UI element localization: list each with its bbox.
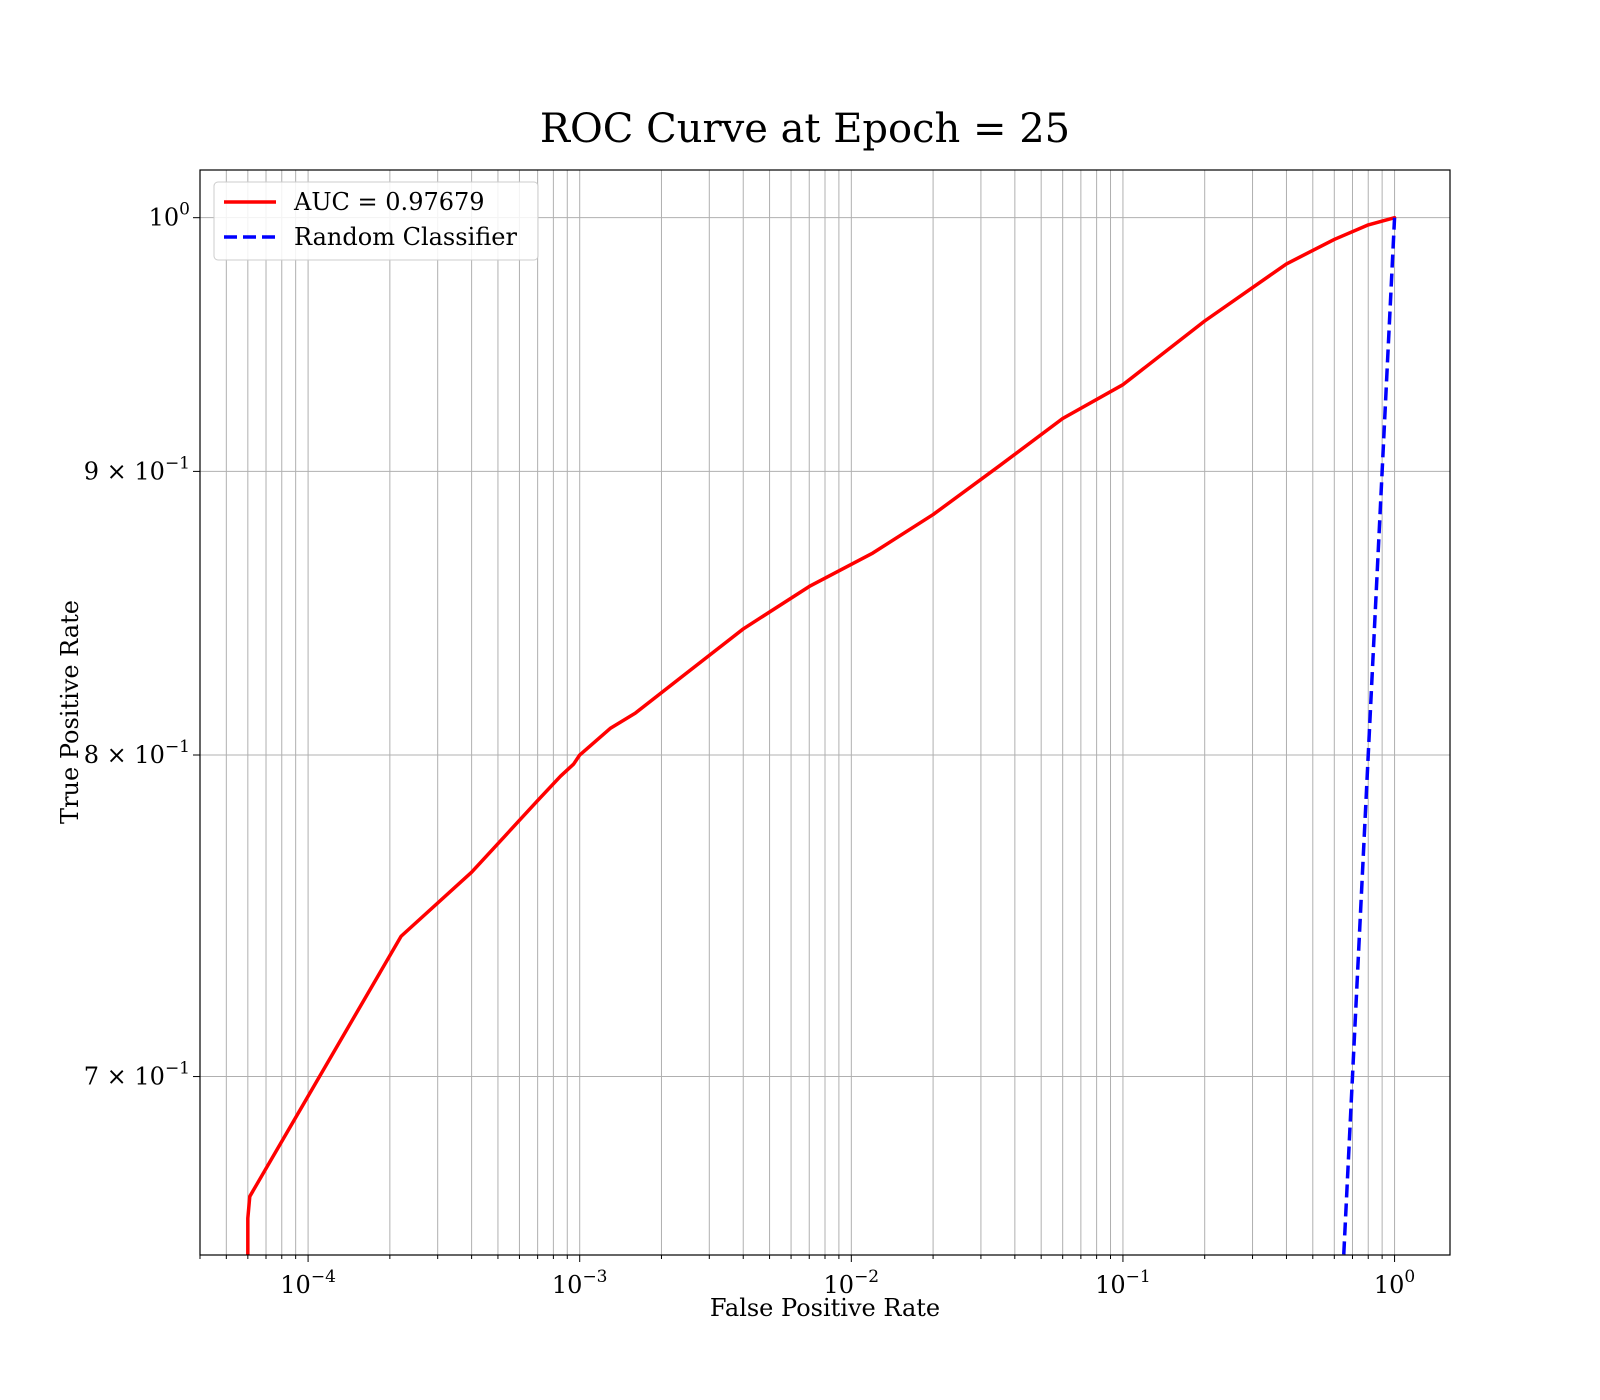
series-layer [246,215,1397,1255]
grid-layer [199,170,1450,1255]
x-axis-label: False Positive Rate [710,1294,940,1322]
legend-label-random: Random Classifier [294,223,517,251]
x-tick-label: 10−2 [824,1267,880,1299]
label-layer: ROC Curve at Epoch = 25 False Positive R… [56,106,1070,1322]
y-tick-label: 7 × 10−1 [84,1059,190,1091]
legend: AUC = 0.97679 Random Classifier [213,181,539,261]
random-classifier-line [1341,217,1397,1255]
y-tick-label: 8 × 10−1 [84,737,190,769]
y-tick-label: 9 × 10−1 [84,453,190,485]
x-tick-label: 10−4 [280,1267,336,1299]
roc-curve-line [246,215,1397,1255]
tick-layer: 10−4 10−3 10−2 10−1 100 7 × 10−1 8 × 10−1 9 × 1… [84,200,1415,1299]
x-tick-label: 10−3 [552,1267,608,1299]
y-axis-label: True Positive Rate [56,600,84,824]
legend-label-auc: AUC = 0.97679 [293,188,485,216]
chart-title: ROC Curve at Epoch = 25 [540,106,1070,152]
legend-box [213,181,539,261]
y-tick-label: 100 [149,200,190,232]
x-tick-label: 10−1 [1095,1267,1151,1299]
x-tick-label: 100 [1374,1267,1415,1299]
